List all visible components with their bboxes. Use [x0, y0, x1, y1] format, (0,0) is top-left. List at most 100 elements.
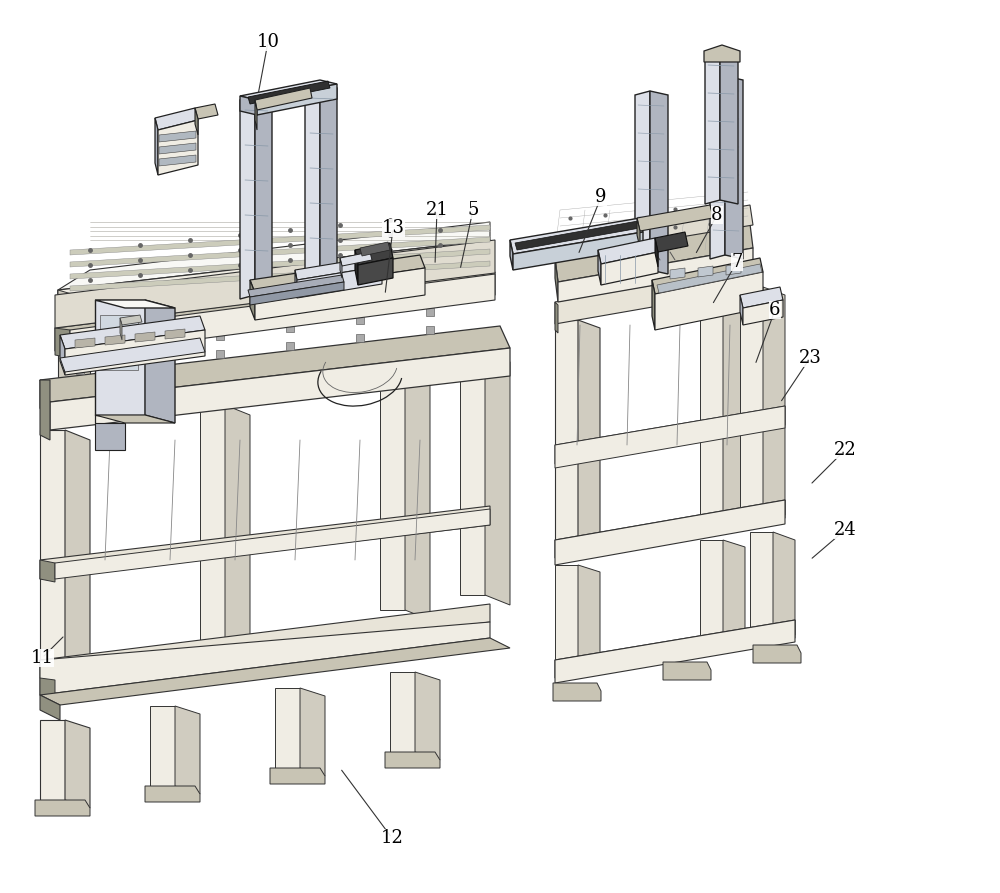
Bar — [100, 315, 138, 370]
Polygon shape — [240, 96, 257, 115]
Polygon shape — [146, 340, 154, 348]
Polygon shape — [257, 84, 337, 115]
Polygon shape — [50, 348, 510, 430]
Polygon shape — [250, 255, 425, 293]
Text: 13: 13 — [382, 219, 404, 237]
Polygon shape — [743, 300, 783, 325]
Polygon shape — [165, 329, 185, 339]
Polygon shape — [555, 320, 578, 540]
Polygon shape — [555, 205, 753, 258]
Polygon shape — [426, 308, 434, 316]
Polygon shape — [40, 560, 55, 582]
Polygon shape — [555, 258, 558, 302]
Polygon shape — [297, 266, 382, 298]
Polygon shape — [150, 706, 175, 786]
Polygon shape — [58, 222, 490, 290]
Polygon shape — [76, 348, 84, 356]
Polygon shape — [340, 258, 342, 278]
Polygon shape — [320, 84, 337, 287]
Polygon shape — [40, 604, 490, 678]
Polygon shape — [555, 500, 785, 558]
Polygon shape — [415, 672, 440, 760]
Polygon shape — [159, 155, 196, 166]
Polygon shape — [773, 532, 795, 635]
Polygon shape — [670, 268, 685, 279]
Text: 22: 22 — [834, 441, 856, 459]
Polygon shape — [145, 300, 175, 423]
Polygon shape — [270, 768, 325, 784]
Polygon shape — [60, 316, 205, 349]
Polygon shape — [145, 786, 200, 802]
Polygon shape — [40, 430, 65, 670]
Polygon shape — [753, 645, 801, 663]
Polygon shape — [515, 221, 640, 250]
Polygon shape — [95, 415, 125, 450]
Text: 8: 8 — [711, 206, 723, 224]
Polygon shape — [159, 143, 196, 154]
Polygon shape — [40, 720, 65, 800]
Polygon shape — [723, 295, 745, 523]
Polygon shape — [750, 532, 773, 627]
Polygon shape — [135, 332, 155, 342]
Polygon shape — [726, 264, 741, 275]
Polygon shape — [70, 261, 490, 291]
Polygon shape — [555, 620, 795, 678]
Text: 9: 9 — [595, 188, 607, 206]
Polygon shape — [390, 672, 415, 752]
Polygon shape — [120, 315, 142, 325]
Polygon shape — [360, 242, 390, 256]
Polygon shape — [255, 268, 425, 320]
Polygon shape — [700, 540, 723, 635]
Polygon shape — [286, 342, 294, 350]
Polygon shape — [40, 695, 60, 720]
Polygon shape — [55, 272, 495, 351]
Polygon shape — [740, 287, 763, 507]
Polygon shape — [40, 380, 50, 440]
Polygon shape — [75, 338, 95, 348]
Polygon shape — [255, 88, 312, 110]
Polygon shape — [40, 380, 50, 430]
Polygon shape — [720, 51, 738, 204]
Polygon shape — [255, 96, 272, 299]
Polygon shape — [60, 335, 65, 375]
Polygon shape — [655, 232, 688, 252]
Polygon shape — [725, 76, 743, 259]
Text: 23: 23 — [799, 349, 821, 367]
Polygon shape — [300, 688, 325, 776]
Polygon shape — [60, 338, 205, 372]
Text: 5: 5 — [467, 201, 479, 219]
Polygon shape — [216, 350, 224, 358]
Polygon shape — [295, 270, 297, 298]
Polygon shape — [120, 318, 122, 340]
Polygon shape — [195, 104, 218, 119]
Polygon shape — [58, 240, 490, 315]
Polygon shape — [40, 506, 490, 579]
Polygon shape — [250, 280, 255, 320]
Polygon shape — [58, 240, 490, 335]
Polygon shape — [225, 405, 250, 655]
Text: 10: 10 — [256, 33, 280, 51]
Polygon shape — [58, 290, 75, 340]
Polygon shape — [652, 280, 655, 330]
Text: 7: 7 — [731, 253, 743, 271]
Polygon shape — [385, 752, 440, 768]
Polygon shape — [510, 218, 643, 254]
Polygon shape — [650, 91, 668, 274]
Polygon shape — [286, 324, 294, 332]
Polygon shape — [635, 91, 650, 274]
Polygon shape — [105, 335, 125, 345]
Polygon shape — [216, 332, 224, 340]
Polygon shape — [555, 268, 750, 324]
Polygon shape — [405, 368, 430, 620]
Text: 21: 21 — [426, 201, 448, 219]
Polygon shape — [200, 405, 225, 645]
Polygon shape — [76, 366, 84, 374]
Polygon shape — [95, 300, 175, 308]
Polygon shape — [275, 688, 300, 768]
Polygon shape — [240, 96, 255, 299]
Polygon shape — [555, 620, 795, 683]
Polygon shape — [358, 258, 393, 285]
Polygon shape — [740, 295, 743, 325]
Polygon shape — [58, 290, 90, 385]
Polygon shape — [295, 256, 382, 280]
